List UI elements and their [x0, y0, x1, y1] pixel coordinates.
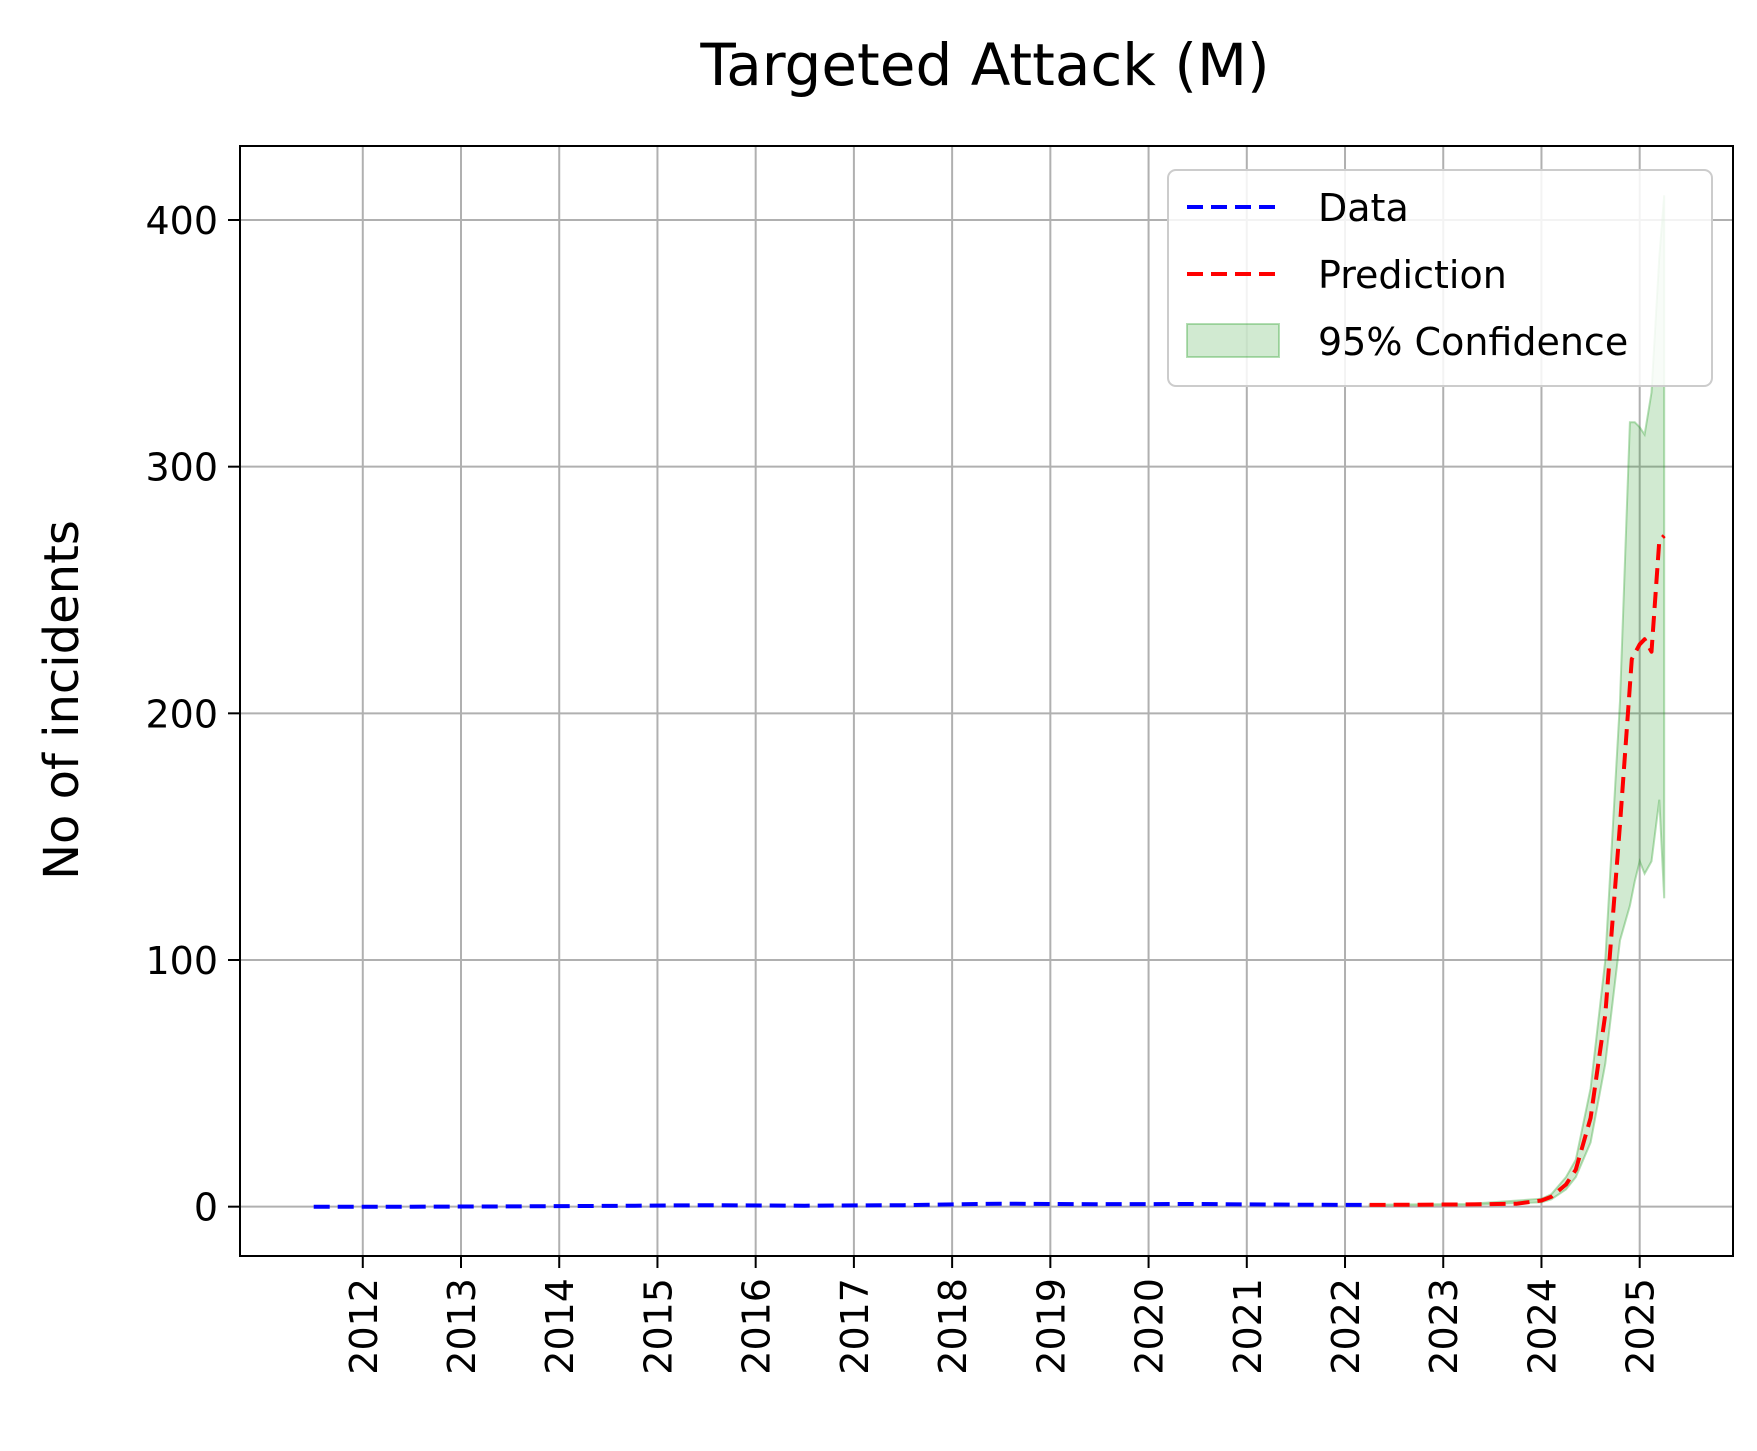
confidence-band-layer: [1368, 195, 1666, 1207]
y-tick-label: 400: [145, 199, 218, 243]
x-tick-label: 2020: [1128, 1278, 1172, 1375]
y-tick-label: 300: [145, 446, 218, 490]
y-tick-label: 0: [194, 1186, 218, 1230]
x-axis-ticks: 2012 2013 2014 2015 2016 2017 2018 2019 2020 2021…: [342, 1256, 1663, 1375]
legend: Data Prediction 95% Confidence: [1167, 169, 1713, 387]
x-tick-label: 2018: [931, 1278, 975, 1375]
chart-title: Targeted Attack (M): [699, 31, 1269, 99]
legend-data-label: Data: [1318, 186, 1409, 230]
x-tick-label: 2015: [636, 1278, 680, 1375]
prediction-line: [1369, 534, 1666, 1207]
legend-confidence-swatch: [1186, 323, 1280, 358]
x-tick-label: 2013: [440, 1278, 484, 1375]
x-tick-label: 2017: [833, 1278, 877, 1375]
legend-confidence-label: 95% Confidence: [1318, 320, 1628, 364]
y-axis-ticks: 0 100 200 300 400: [145, 199, 240, 1230]
legend-prediction-label: Prediction: [1318, 253, 1507, 297]
x-tick-label: 2024: [1520, 1278, 1564, 1375]
legend-box: [1167, 169, 1713, 387]
y-tick-label: 100: [145, 939, 218, 983]
x-tick-label: 2025: [1619, 1278, 1663, 1375]
y-tick-label: 200: [145, 692, 218, 736]
data-line: [313, 1201, 1370, 1209]
x-tick-label: 2019: [1029, 1278, 1073, 1375]
x-tick-label: 2022: [1324, 1278, 1368, 1375]
x-tick-label: 2012: [342, 1278, 386, 1375]
line-layer: [313, 534, 1666, 1209]
x-tick-label: 2014: [538, 1278, 582, 1375]
y-axis-label: No of incidents: [34, 520, 90, 880]
plot-frame: [239, 145, 1734, 1257]
x-tick-label: 2016: [735, 1278, 779, 1375]
confidence-band: [1368, 195, 1666, 1207]
x-tick-label: 2023: [1422, 1278, 1466, 1375]
x-tick-label: 2021: [1226, 1278, 1270, 1375]
